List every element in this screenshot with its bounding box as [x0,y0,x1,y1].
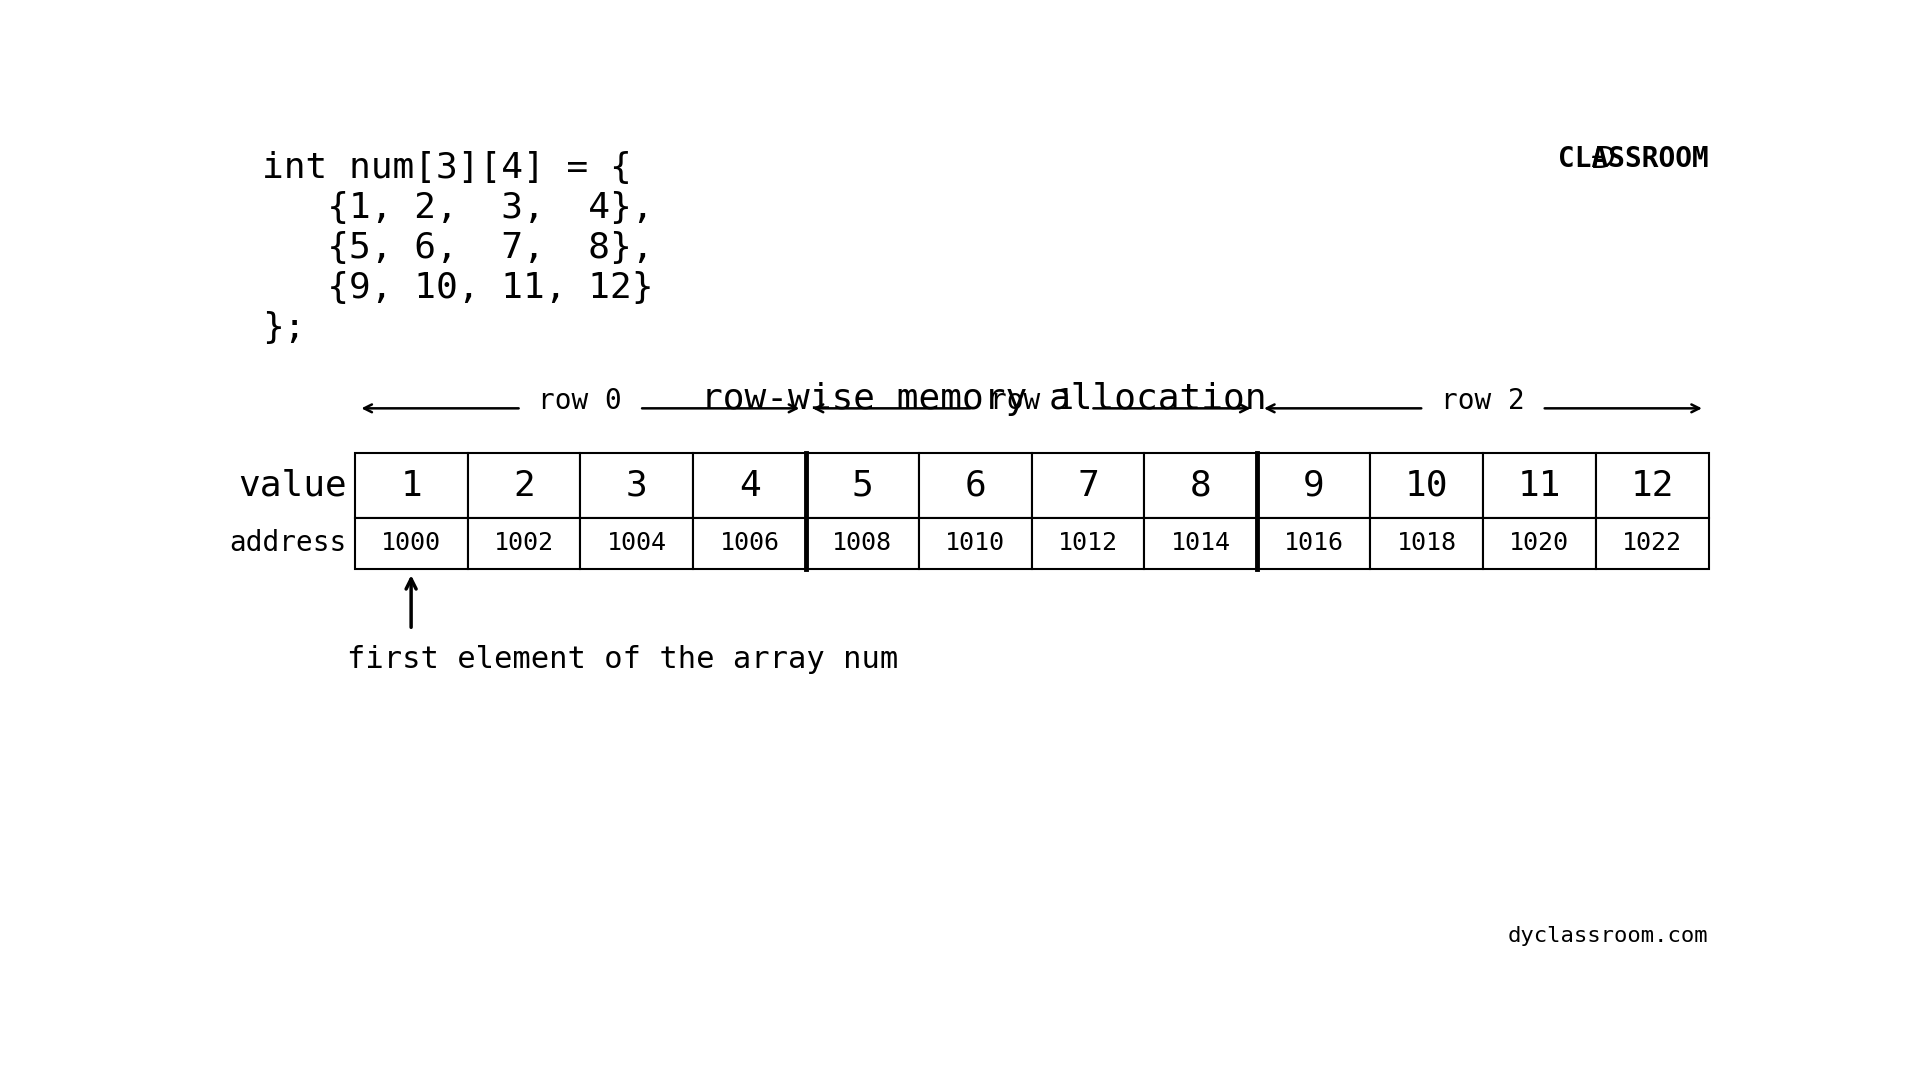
Bar [1031,518,1144,568]
Bar [580,518,693,568]
Bar [580,453,693,518]
Text: 1014: 1014 [1171,531,1231,555]
Bar [355,453,468,518]
Bar [806,518,920,568]
Text: {9, 10, 11, 12}: {9, 10, 11, 12} [261,271,653,306]
Bar [468,518,580,568]
Bar [355,518,468,568]
Bar [1144,518,1258,568]
Text: address: address [230,529,348,557]
Text: 4: 4 [739,469,760,502]
Bar [920,518,1031,568]
Text: 1006: 1006 [720,531,780,555]
Bar [1482,518,1596,568]
Bar [693,453,806,518]
Bar [1258,453,1371,518]
Bar [1371,518,1482,568]
Text: {1, 2,  3,  4},: {1, 2, 3, 4}, [261,191,653,226]
Text: 3: 3 [626,469,647,502]
Text: 2: 2 [513,469,536,502]
Text: 8: 8 [1190,469,1212,502]
Text: 5: 5 [852,469,874,502]
Bar [1144,453,1258,518]
Text: 1004: 1004 [607,531,666,555]
Text: row 1: row 1 [991,387,1073,415]
Text: 1018: 1018 [1396,531,1457,555]
Text: first element of the array num: first element of the array num [348,646,899,675]
Text: row 2: row 2 [1442,387,1524,415]
Bar [1482,453,1596,518]
Text: 1022: 1022 [1622,531,1682,555]
Bar [468,453,580,518]
Text: Ð: Ð [1592,145,1615,174]
Text: 1012: 1012 [1058,531,1117,555]
Text: row-wise memory allocation: row-wise memory allocation [701,382,1267,416]
Text: int num[3][4] = {: int num[3][4] = { [261,151,632,185]
Bar [1371,453,1482,518]
Text: 10: 10 [1405,469,1448,502]
Bar [1031,453,1144,518]
Text: {5, 6,  7,  8},: {5, 6, 7, 8}, [261,231,653,266]
Text: 9: 9 [1304,469,1325,502]
Text: CLASSROOM: CLASSROOM [1557,145,1709,173]
Text: row 0: row 0 [538,387,622,415]
Bar [693,518,806,568]
Text: 1020: 1020 [1509,531,1569,555]
Text: 1002: 1002 [493,531,555,555]
Text: 11: 11 [1517,469,1561,502]
Text: 1008: 1008 [833,531,893,555]
Bar [806,453,920,518]
Text: 1000: 1000 [380,531,442,555]
Text: 1: 1 [399,469,422,502]
Text: 1016: 1016 [1284,531,1344,555]
Text: };: }; [261,311,305,346]
Text: value: value [238,469,348,502]
Bar [1596,453,1709,518]
Text: dyclassroom.com: dyclassroom.com [1507,926,1709,946]
Bar [920,453,1031,518]
Text: 1010: 1010 [945,531,1006,555]
Text: 12: 12 [1630,469,1674,502]
Text: 7: 7 [1077,469,1098,502]
Text: 6: 6 [964,469,987,502]
Bar [1258,518,1371,568]
Bar [1596,518,1709,568]
